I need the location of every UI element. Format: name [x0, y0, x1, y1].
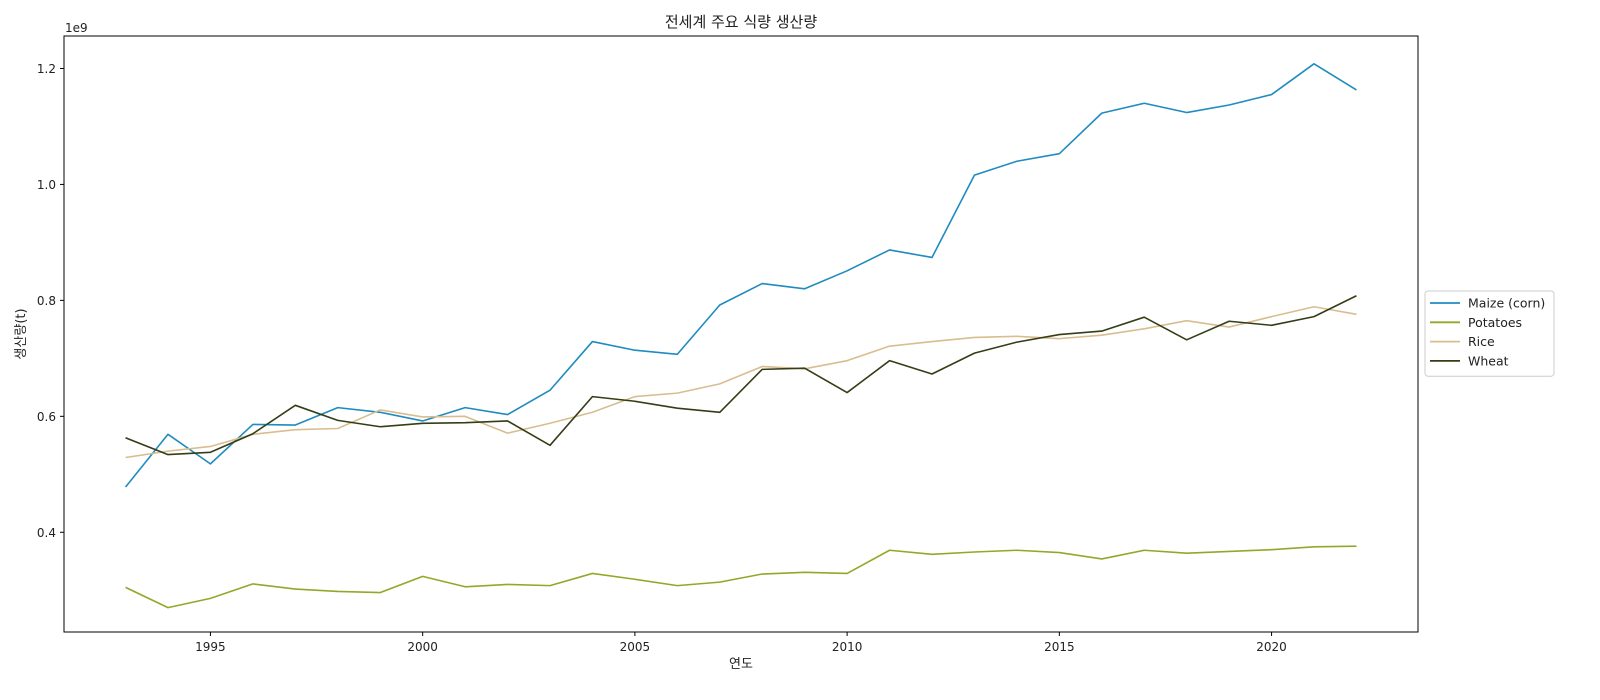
chart-title: 전세계 주요 식량 생산량 [665, 13, 818, 31]
series-line-3 [125, 295, 1357, 456]
legend-label: Wheat [1468, 353, 1509, 368]
legend-label: Potatoes [1468, 315, 1522, 330]
y-tick-label: 0.8 [37, 294, 56, 308]
series-line-0 [124, 63, 1357, 488]
legend-label: Rice [1468, 334, 1495, 349]
y-axis-offset-label: 1e9 [65, 21, 88, 35]
x-tick-label: 2000 [407, 640, 438, 654]
legend: Maize (corn) Potatoes Rice Wheat [1424, 290, 1555, 377]
x-tick-label: 1995 [195, 640, 226, 654]
y-tick-label: 1.2 [37, 62, 56, 76]
x-axis-label: 연도 [729, 657, 753, 672]
x-tick-label: 2015 [1044, 640, 1075, 654]
x-axis-ticks: 1995 2000 2005 2010 2015 2020 [195, 632, 1287, 654]
x-tick-label: 2005 [620, 640, 651, 654]
series-line-1 [125, 545, 1357, 609]
y-tick-label: 0.6 [37, 410, 56, 424]
plot-lines [124, 63, 1357, 609]
plot-area-frame [63, 35, 1419, 633]
y-axis-label: 생산량(t) [14, 308, 29, 359]
x-tick-label: 2020 [1256, 640, 1287, 654]
legend-label: Maize (corn) [1468, 296, 1545, 311]
series-line-2 [125, 305, 1357, 459]
y-tick-label: 1.0 [37, 178, 56, 192]
legend-box [1424, 290, 1555, 377]
y-axis-ticks: 0.4 0.6 0.8 1.0 1.2 [37, 62, 64, 540]
y-tick-label: 0.4 [37, 526, 56, 540]
x-tick-label: 2010 [832, 640, 863, 654]
